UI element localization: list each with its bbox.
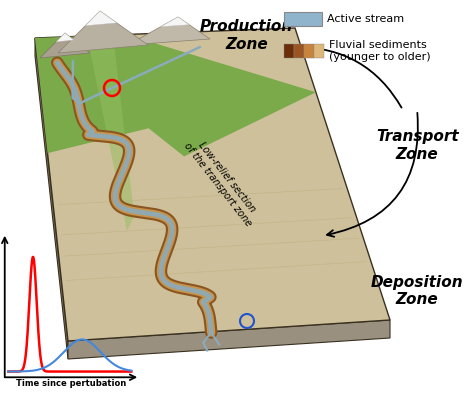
Polygon shape xyxy=(161,17,189,27)
Text: Production
Zone: Production Zone xyxy=(200,19,293,51)
Bar xyxy=(284,12,322,26)
Polygon shape xyxy=(128,17,210,45)
X-axis label: Time since pertubation: Time since pertubation xyxy=(16,379,126,387)
Bar xyxy=(314,44,324,58)
Text: Fluvial sediments
(younger to older): Fluvial sediments (younger to older) xyxy=(329,40,431,62)
Polygon shape xyxy=(40,33,90,58)
Polygon shape xyxy=(56,33,74,42)
Text: Low-relief section
of the transport zone: Low-relief section of the transport zone xyxy=(182,134,263,228)
Bar xyxy=(284,44,294,58)
Y-axis label: Sediment flux: Sediment flux xyxy=(0,275,3,342)
Polygon shape xyxy=(85,11,117,26)
Polygon shape xyxy=(35,35,316,156)
Text: Deposition
Zone: Deposition Zone xyxy=(371,275,464,307)
Text: Active stream: Active stream xyxy=(328,14,404,24)
Bar xyxy=(294,44,304,58)
Polygon shape xyxy=(35,38,68,359)
Text: Transport
Zone: Transport Zone xyxy=(376,129,458,162)
Polygon shape xyxy=(58,11,148,53)
Bar xyxy=(304,44,314,58)
FancyArrowPatch shape xyxy=(297,47,401,108)
FancyArrowPatch shape xyxy=(327,113,418,237)
Polygon shape xyxy=(87,35,134,231)
Polygon shape xyxy=(35,28,390,341)
Polygon shape xyxy=(68,320,390,359)
